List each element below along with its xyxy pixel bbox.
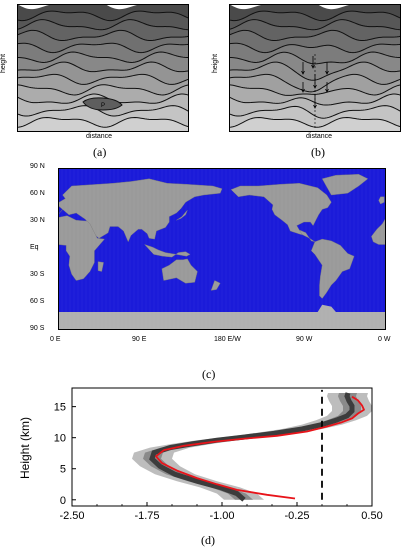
layer-boundary	[17, 42, 189, 54]
map-frame	[58, 168, 386, 330]
y-tick-label: 10	[54, 433, 66, 445]
y-axis-label: Height (km)	[18, 416, 33, 480]
layer-band	[17, 117, 189, 132]
layer-boundary	[229, 42, 401, 54]
lat-tick-label: 90 S	[30, 325, 45, 332]
layer-boundary	[17, 10, 189, 22]
descent-arrowhead	[301, 88, 305, 93]
descent-arrowhead	[311, 64, 315, 69]
layer-boundary	[17, 29, 189, 42]
panel-a-xlabel: distance	[86, 133, 113, 140]
layer-boundary	[229, 10, 401, 22]
layer-band	[229, 105, 401, 128]
layer-band	[229, 11, 401, 30]
panel-c-caption: (c)	[202, 367, 216, 381]
lat-tick-label: 30 N	[30, 217, 45, 224]
layer-boundary	[17, 84, 189, 96]
lon-tick-label: 90 E	[132, 336, 147, 343]
land-mass	[311, 238, 355, 299]
x-tick-label: -1.75	[134, 510, 159, 522]
lon-tick-label: 90 W	[296, 336, 313, 343]
land-mass	[230, 183, 332, 235]
land-mass	[210, 280, 221, 291]
antarctic-peninsula	[317, 304, 336, 312]
land-mass	[378, 196, 385, 205]
parcel-label: P	[101, 103, 105, 109]
land-mass	[58, 215, 105, 281]
ensemble-mean-line	[149, 392, 355, 502]
panel-a-ylabel: height	[0, 53, 8, 74]
land-mass	[371, 217, 386, 245]
profile-chart: -2.50 -1.75 -1.00 -0.25 0.50 0 5 10 15	[54, 387, 383, 522]
land-mass	[161, 258, 198, 284]
layer-boundary	[17, 105, 189, 117]
panel-d-chart: -2.50 -1.75 -1.00 -0.25 0.50 0 5 10 15	[0, 378, 410, 528]
lat-tick-label: 60 N	[30, 190, 45, 197]
layer-band	[229, 117, 401, 132]
air-parcel	[82, 97, 123, 111]
panel-a-caption: (a)	[93, 145, 107, 159]
layer-band	[17, 30, 189, 53]
lon-tick-label: 180 E/W	[214, 336, 241, 343]
lon-tick-label: 0 W	[378, 336, 391, 343]
layer-band	[17, 52, 189, 72]
x-tick-label: 0.50	[361, 510, 382, 522]
layer-boundary	[229, 29, 401, 42]
lat-tick-label: 90 N	[30, 163, 45, 170]
land-mass	[176, 210, 188, 221]
layer-boundary	[17, 93, 189, 104]
layer-band	[17, 4, 189, 21]
layer-band	[17, 62, 189, 85]
panel-a: P	[17, 4, 189, 132]
world-map	[58, 168, 386, 330]
land-mass	[97, 261, 104, 272]
panel-a-layers: P	[17, 4, 189, 132]
x-tick-label: -0.25	[284, 510, 309, 522]
y-tick-label: 15	[54, 402, 66, 414]
descent-arrowhead	[325, 70, 329, 75]
layer-band	[17, 43, 189, 63]
land-mass	[321, 174, 369, 196]
layer-band	[229, 30, 401, 53]
panel-b-ylabel: height	[212, 53, 220, 74]
descent-arrowhead	[325, 88, 329, 93]
panel-frame	[229, 4, 401, 132]
layer-boundary	[17, 117, 189, 128]
panel-c-map	[58, 168, 386, 330]
layer-band	[17, 105, 189, 128]
lat-tick-label: 60 S	[30, 298, 45, 305]
lat-tick-label: 30 S	[30, 271, 45, 278]
y-tick-label: 5	[60, 464, 66, 476]
layer-band	[17, 84, 189, 104]
lat-tick-label: Eq	[30, 244, 39, 251]
y-tick-label: 0	[60, 495, 66, 507]
layer-boundary	[229, 19, 401, 31]
land-mass	[58, 178, 223, 243]
x-tick-label: -2.50	[59, 510, 84, 522]
descent-arrowhead	[301, 70, 305, 75]
x-tick-label: -1.00	[209, 510, 234, 522]
antarctica	[58, 312, 386, 330]
panel-b-xlabel: distance	[306, 133, 333, 140]
panel-d-caption: (d)	[201, 533, 215, 547]
layer-boundary	[17, 73, 189, 85]
panel-b	[229, 4, 401, 132]
panel-b-caption: (b)	[311, 145, 325, 159]
layer-band	[17, 11, 189, 30]
layer-boundary	[17, 51, 189, 63]
layer-band	[229, 43, 401, 64]
layer-boundary	[17, 61, 189, 73]
layer-boundary	[17, 19, 189, 31]
lon-tick-label: 0 E	[50, 336, 61, 343]
layer-band	[229, 4, 401, 21]
panel-frame	[17, 4, 189, 132]
panel-b-layers	[229, 4, 401, 132]
land-mass	[298, 229, 316, 242]
land-mass	[143, 244, 191, 258]
profile-red-line	[155, 395, 365, 500]
layer-band	[229, 62, 401, 92]
spread-band	[132, 393, 372, 500]
